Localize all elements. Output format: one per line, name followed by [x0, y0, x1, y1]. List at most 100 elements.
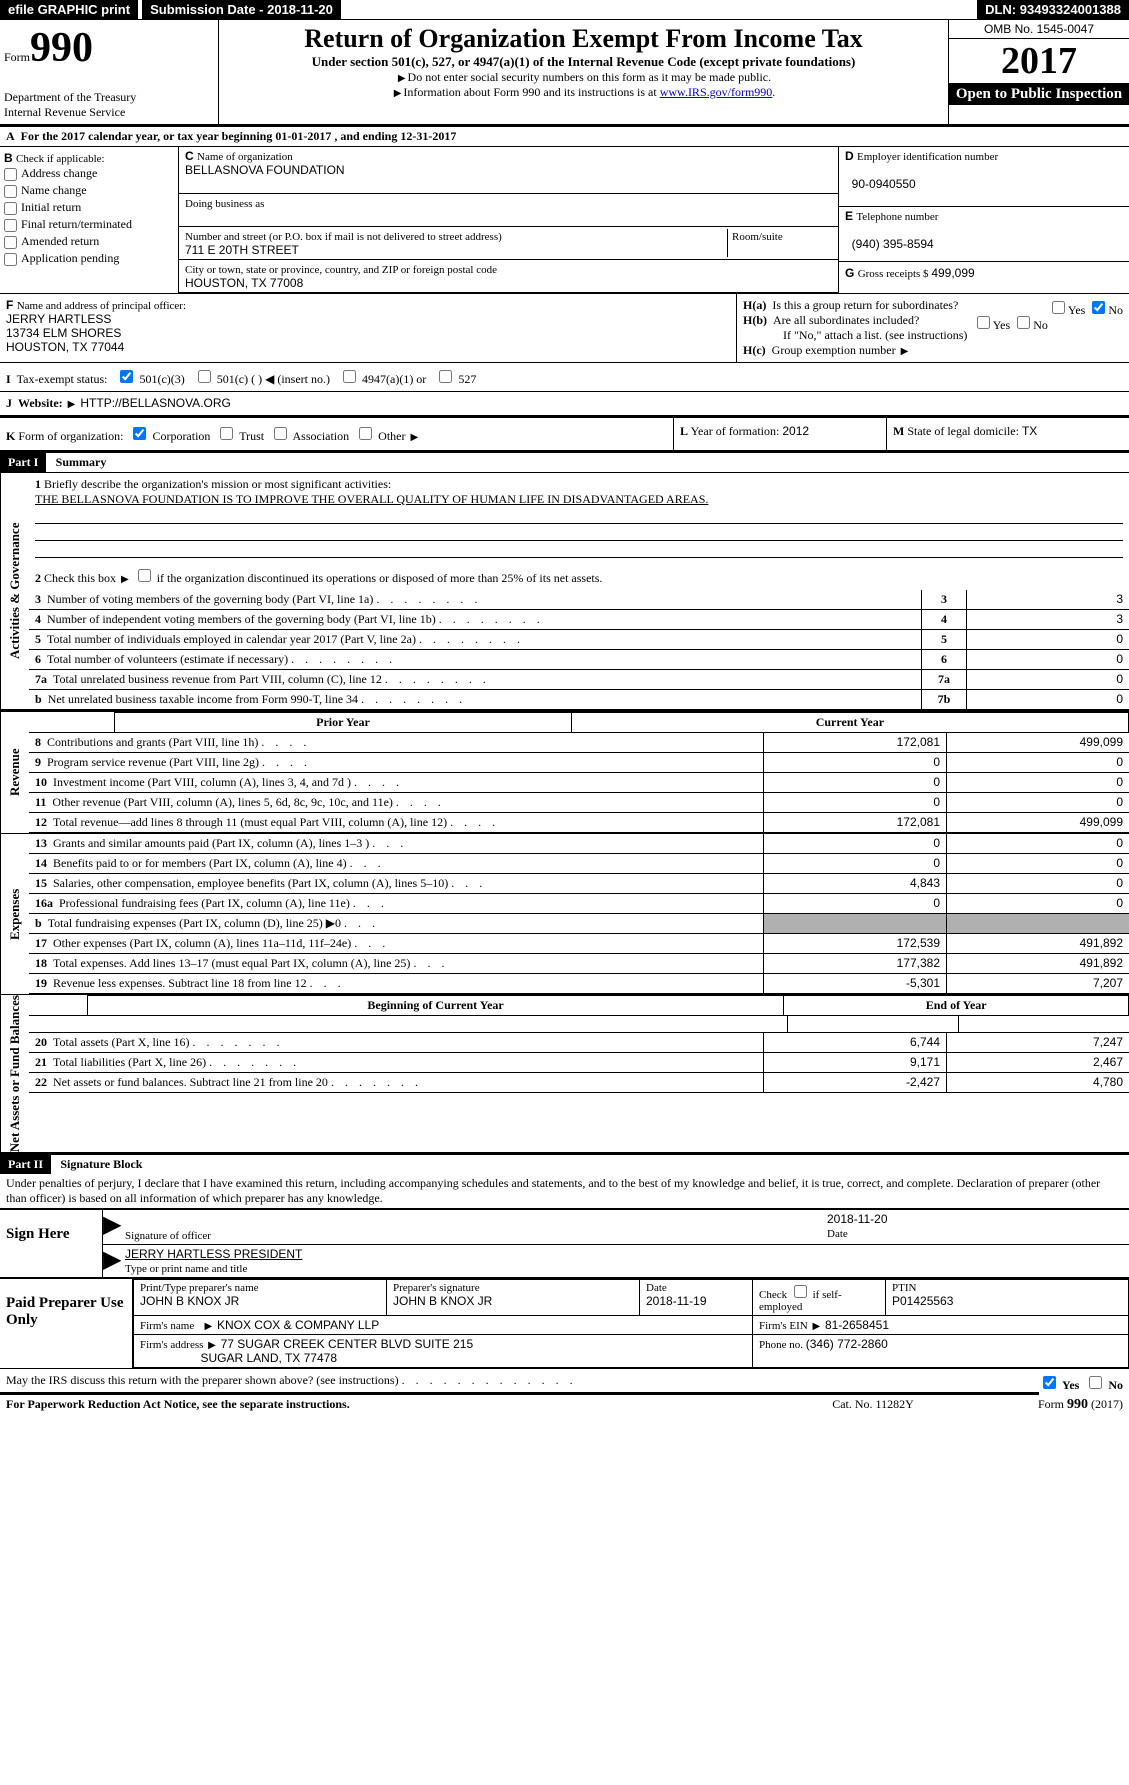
- top-bar: efile GRAPHIC print Submission Date - 20…: [0, 0, 1129, 20]
- hb-no-checkbox[interactable]: [1017, 316, 1030, 329]
- 501c-checkbox[interactable]: [198, 370, 211, 383]
- trust-checkbox[interactable]: [220, 427, 233, 440]
- firm-addr1: 77 SUGAR CREEK CENTER BLVD SUITE 215: [221, 1337, 474, 1351]
- 501c3-checkbox[interactable]: [120, 370, 133, 383]
- paid-preparer-section: Paid Preparer Use Only Print/Type prepar…: [0, 1278, 1129, 1368]
- revenue-table: Prior YearCurrent Year: [29, 712, 1129, 733]
- irs-label: Internal Revenue Service: [4, 105, 214, 120]
- part2-title: Signature Block: [54, 1155, 148, 1173]
- org-info-block: B Check if applicable: Address change Na…: [0, 147, 1129, 293]
- na-line: 22 Net assets or fund balances. Subtract…: [29, 1073, 1129, 1093]
- exp-line: 13 Grants and similar amounts paid (Part…: [29, 834, 1129, 854]
- self-employed-checkbox[interactable]: [794, 1285, 807, 1298]
- part1-body: Activities & Governance 1 Briefly descri…: [0, 473, 1129, 710]
- opt-name-change: Name change: [21, 183, 87, 197]
- officer-name-title: JERRY HARTLESS PRESIDENT: [125, 1247, 302, 1261]
- omb-number: OMB No. 1545-0047: [949, 20, 1129, 39]
- gross-label: Gross receipts $: [858, 268, 932, 280]
- exp-line: 15 Salaries, other compensation, employe…: [29, 874, 1129, 894]
- phone-value: (940) 395-8594: [852, 237, 934, 251]
- officer-addr1: 13734 ELM SHORES: [6, 326, 121, 340]
- ha-no-checkbox[interactable]: [1092, 301, 1105, 314]
- hb-yes-checkbox[interactable]: [977, 316, 990, 329]
- part2-header-row: Part II Signature Block: [0, 1155, 1129, 1174]
- address-change-checkbox[interactable]: [4, 168, 17, 181]
- ha-yes-checkbox[interactable]: [1052, 301, 1065, 314]
- expenses-label: Expenses: [0, 834, 29, 994]
- end-year-hdr: End of Year: [784, 996, 1129, 1016]
- mission-text: THE BELLASNOVA FOUNDATION IS TO IMPROVE …: [35, 492, 708, 506]
- firm-ein: 81-2658451: [825, 1318, 889, 1332]
- ein-label: Employer identification number: [857, 151, 998, 163]
- officer-name: JERRY HARTLESS: [6, 312, 111, 326]
- form-number: 990: [30, 25, 93, 71]
- gov-line: 7a Total unrelated business revenue from…: [29, 670, 1129, 690]
- inst-info: Information about Form 990 and its instr…: [223, 85, 944, 100]
- exp-line: 19 Revenue less expenses. Subtract line …: [29, 974, 1129, 994]
- na-line: 21 Total liabilities (Part X, line 26) .…: [29, 1053, 1129, 1073]
- netassets-section: Net Assets or Fund Balances Beginning of…: [0, 994, 1129, 1152]
- header-center: Return of Organization Exempt From Incom…: [219, 20, 948, 124]
- city-label: City or town, state or province, country…: [185, 264, 497, 276]
- footer-form-num: 990: [1067, 1397, 1088, 1412]
- corp-checkbox[interactable]: [133, 427, 146, 440]
- phone-label: Telephone number: [856, 211, 938, 223]
- org-name-label: Name of organization: [197, 151, 293, 163]
- final-return-checkbox[interactable]: [4, 219, 17, 232]
- discuss-yes-checkbox[interactable]: [1043, 1376, 1056, 1389]
- officer-label: Name and address of principal officer:: [17, 300, 186, 312]
- application-pending-checkbox[interactable]: [4, 253, 17, 266]
- opt-application-pending: Application pending: [21, 251, 119, 265]
- assoc-checkbox[interactable]: [274, 427, 287, 440]
- section-deg: D Employer identification number 90-0940…: [838, 147, 1129, 293]
- prep-sig: JOHN B KNOX JR: [393, 1294, 492, 1308]
- gov-line: 3 Number of voting members of the govern…: [29, 590, 1129, 610]
- na-line: 20 Total assets (Part X, line 16) . . . …: [29, 1033, 1129, 1053]
- firm-name: KNOX COX & COMPANY LLP: [217, 1318, 379, 1332]
- prep-date: 2018-11-19: [646, 1294, 707, 1308]
- org-name: BELLASNOVA FOUNDATION: [185, 163, 345, 177]
- netassets-label: Net Assets or Fund Balances: [0, 995, 29, 1152]
- hc-row: H(c) Group exemption number: [743, 343, 1123, 358]
- prior-year-hdr: Prior Year: [115, 713, 572, 733]
- section-j: J Website: HTTP://BELLASNOVA.ORG: [0, 392, 1129, 415]
- initial-return-checkbox[interactable]: [4, 202, 17, 215]
- rev-line: 11 Other revenue (Part VIII, column (A),…: [29, 793, 1129, 813]
- sign-here-section: Sign Here ▶ Signature of officer 2018-11…: [0, 1209, 1129, 1277]
- submission-date-badge: Submission Date - 2018-11-20: [142, 0, 341, 19]
- amended-return-checkbox[interactable]: [4, 236, 17, 249]
- exp-line: 16a Professional fundraising fees (Part …: [29, 894, 1129, 914]
- gov-line: b Net unrelated business taxable income …: [29, 690, 1129, 710]
- efile-badge: efile GRAPHIC print: [0, 0, 138, 19]
- 527-checkbox[interactable]: [439, 370, 452, 383]
- firm-addr2: SUGAR LAND, TX 77478: [201, 1351, 338, 1365]
- rev-line: 8 Contributions and grants (Part VIII, l…: [29, 733, 1129, 753]
- officer-group-block: F Name and address of principal officer:…: [0, 294, 1129, 362]
- perjury-text: Under penalties of perjury, I declare th…: [0, 1174, 1129, 1208]
- 4947a1-checkbox[interactable]: [343, 370, 356, 383]
- netassets-table: Beginning of Current YearEnd of Year: [29, 995, 1129, 1016]
- part1-title: Summary: [50, 453, 113, 471]
- dept-treasury: Department of the Treasury: [4, 90, 214, 105]
- name-change-checkbox[interactable]: [4, 185, 17, 198]
- hb-note: If "No," attach a list. (see instruction…: [743, 328, 1123, 343]
- opt-initial-return: Initial return: [21, 200, 81, 214]
- header-left: Form990 Department of the Treasury Inter…: [0, 20, 219, 124]
- date-label: Date: [827, 1228, 848, 1240]
- gov-line: 5 Total number of individuals employed i…: [29, 630, 1129, 650]
- discontinued-checkbox[interactable]: [138, 569, 151, 582]
- street-label: Number and street (or P.O. box if mail i…: [185, 231, 502, 243]
- form990-link[interactable]: www.IRS.gov/form990: [660, 85, 773, 99]
- discuss-no-checkbox[interactable]: [1089, 1376, 1102, 1389]
- discuss-row: May the IRS discuss this return with the…: [0, 1369, 1129, 1392]
- exp-line: 14 Benefits paid to or for members (Part…: [29, 854, 1129, 874]
- expenses-section: Expenses 13 Grants and similar amounts p…: [0, 833, 1129, 994]
- page-footer: For Paperwork Reduction Act Notice, see …: [0, 1395, 1129, 1415]
- other-checkbox[interactable]: [359, 427, 372, 440]
- section-i: I Tax-exempt status: 501(c)(3) 501(c) ( …: [0, 363, 1129, 391]
- paid-prep-table: Print/Type preparer's nameJOHN B KNOX JR…: [133, 1279, 1129, 1368]
- header-right: OMB No. 1545-0047 2017 Open to Public In…: [948, 20, 1129, 124]
- part1-header: Part I: [0, 453, 46, 472]
- section-b: B Check if applicable: Address change Na…: [0, 147, 179, 293]
- prep-phone: (346) 772-2860: [806, 1337, 888, 1351]
